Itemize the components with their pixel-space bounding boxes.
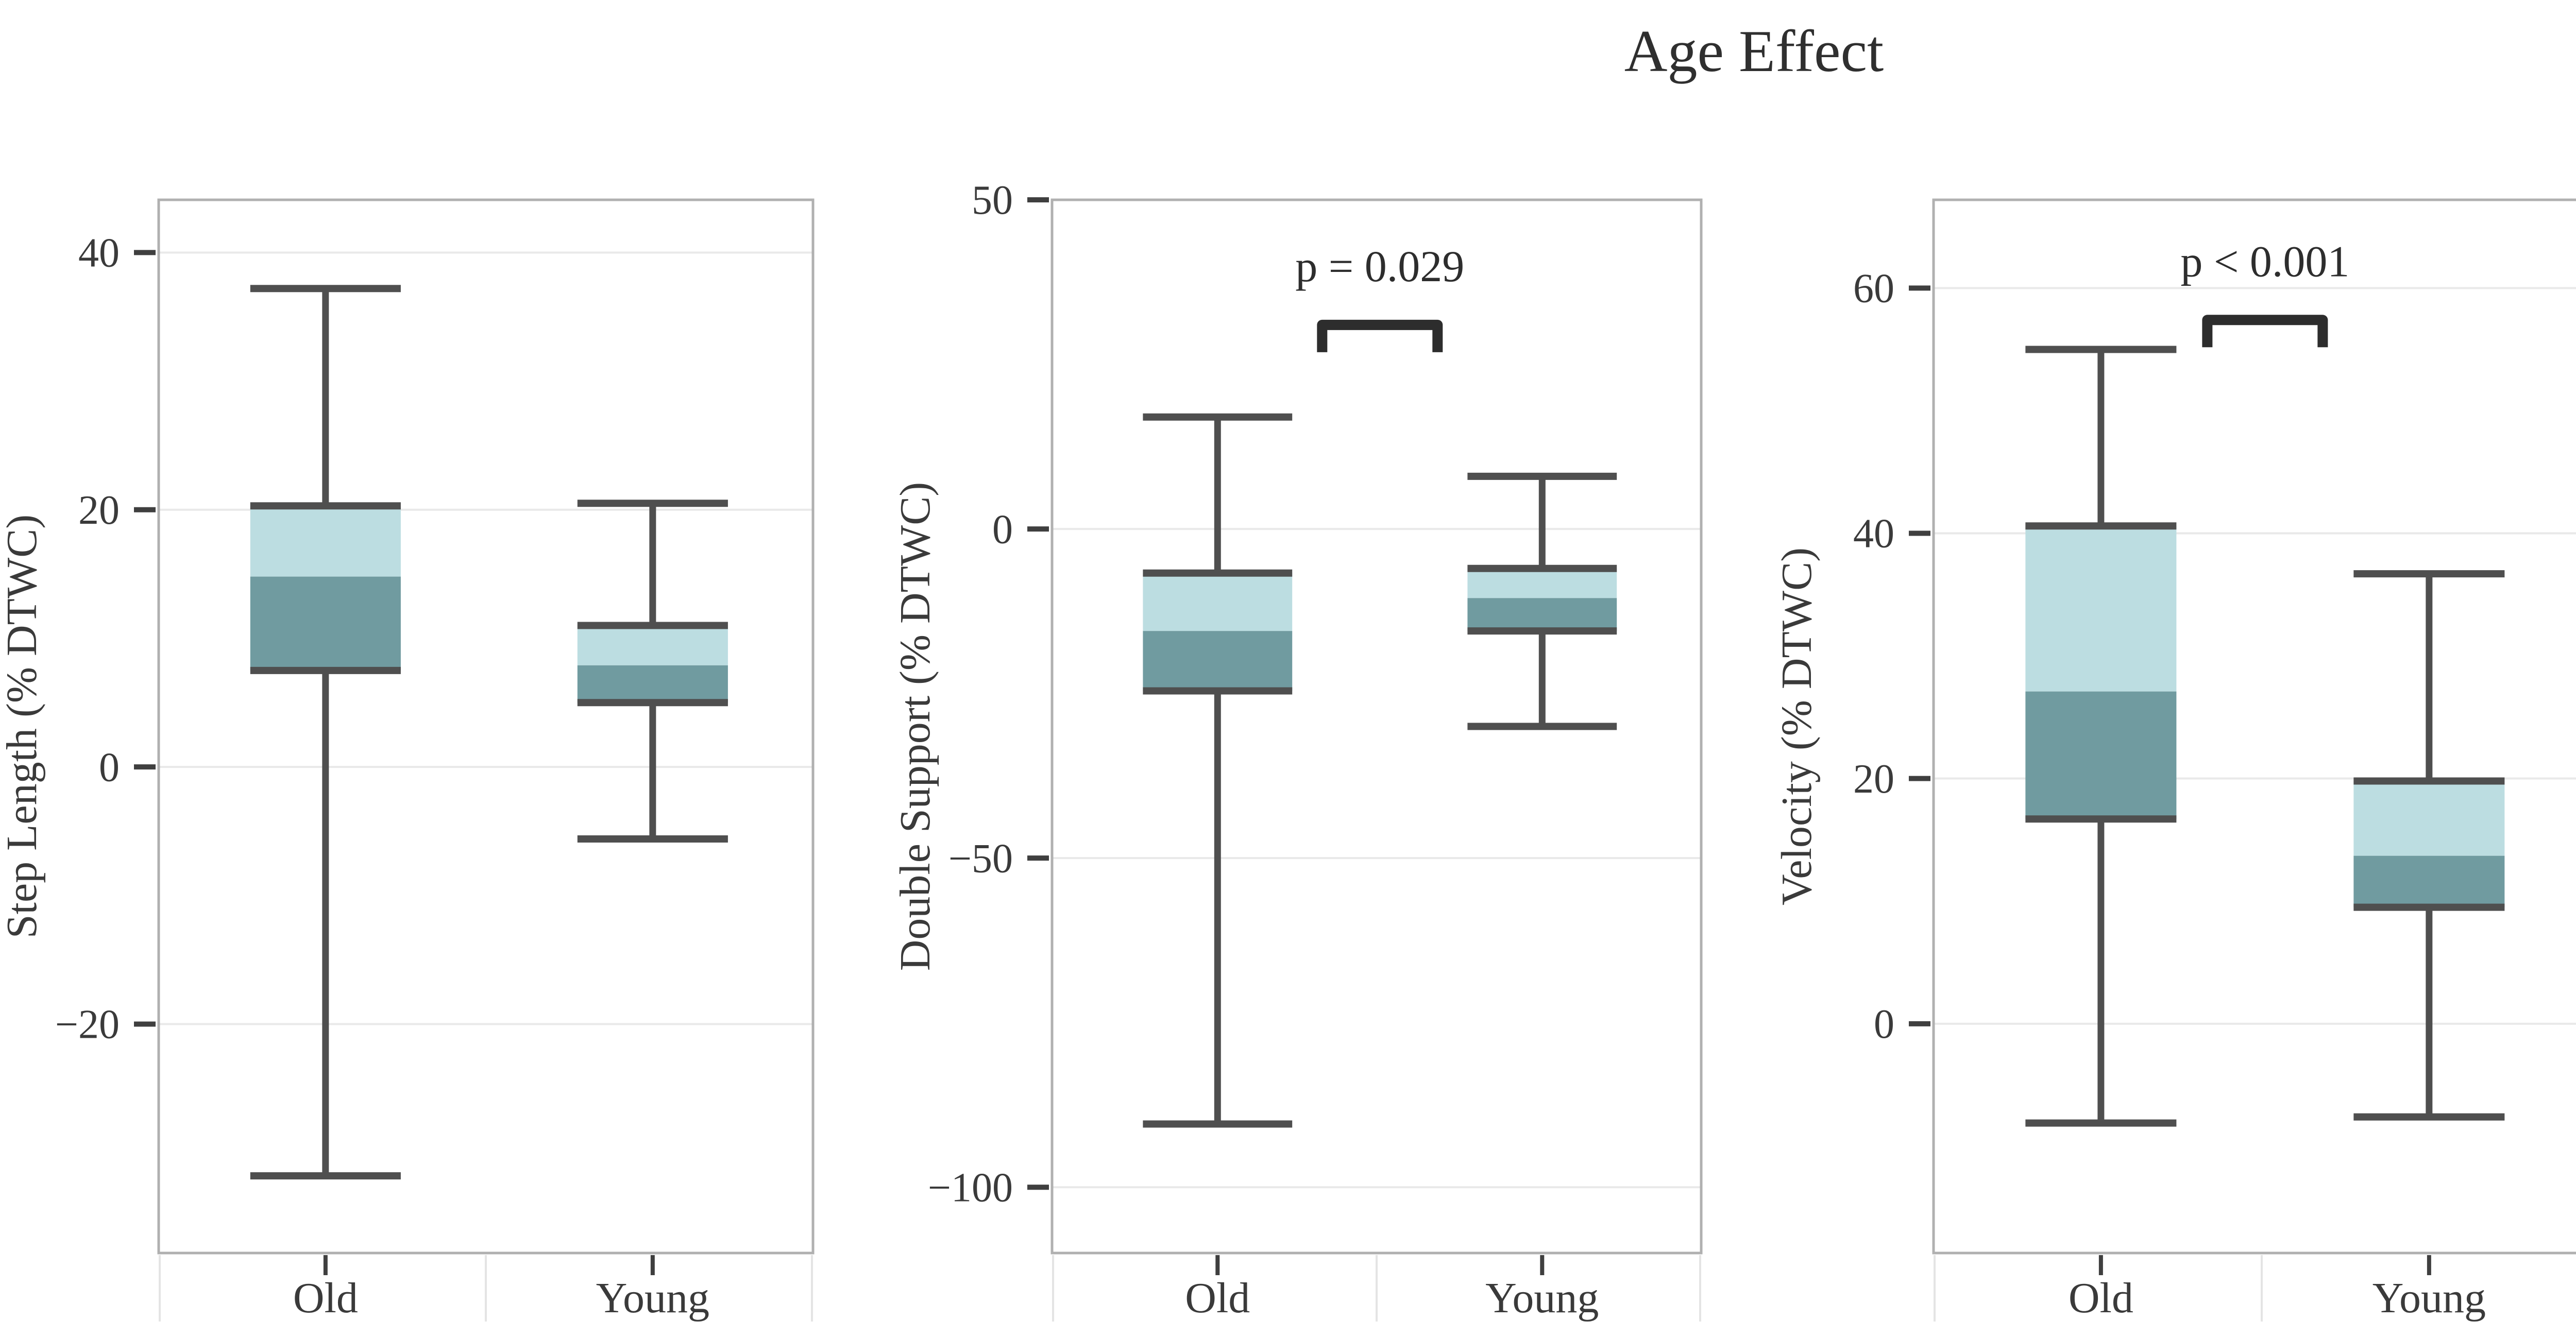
box-upper-half bbox=[1467, 568, 1617, 598]
y-tick-label: 20 bbox=[1853, 757, 1894, 802]
significance-bracket bbox=[2202, 315, 2328, 348]
y-axis-label: Velocity (% DTWC) bbox=[1773, 547, 1821, 905]
box-lower-half bbox=[577, 665, 728, 703]
box-group-young bbox=[2353, 570, 2505, 1121]
figure-title: Age Effect bbox=[1624, 19, 1884, 84]
significance-bracket bbox=[1317, 319, 1443, 352]
x-category-label: Young bbox=[1485, 1274, 1599, 1322]
box-upper-half bbox=[2025, 526, 2177, 692]
box-group-old bbox=[250, 285, 401, 1180]
panel-border bbox=[1932, 198, 2576, 1255]
y-tick-label: 0 bbox=[1874, 1002, 1894, 1047]
x-category-label: Young bbox=[2372, 1274, 2486, 1322]
box-group-old bbox=[1143, 413, 1293, 1128]
box-group-young bbox=[577, 500, 728, 843]
x-category-label: Old bbox=[2069, 1274, 2133, 1322]
p-value-label: p < 0.001 bbox=[2180, 236, 2349, 286]
x-category-label: Young bbox=[596, 1274, 709, 1322]
box-upper-half bbox=[577, 625, 728, 665]
y-axis-label: Step Length (% DTWC) bbox=[0, 514, 46, 938]
box-lower-half bbox=[1467, 598, 1617, 631]
box-upper-half bbox=[250, 506, 401, 577]
y-tick-label: −100 bbox=[928, 1165, 1013, 1210]
x-category-label: Old bbox=[1185, 1274, 1250, 1322]
box-upper-half bbox=[1143, 573, 1293, 631]
panel-border bbox=[157, 198, 815, 1255]
p-value-label: p = 0.029 bbox=[1295, 242, 1464, 291]
y-tick-label: −20 bbox=[55, 1002, 120, 1048]
y-tick-label: 60 bbox=[1853, 266, 1894, 312]
y-tick-label: 40 bbox=[1853, 511, 1894, 557]
box-lower-half bbox=[1143, 631, 1293, 691]
panel-double: 50 0 −50 −100 Double Support (% DTWC) Old Youn… bbox=[891, 178, 1703, 1322]
y-axis-label: Double Support (% DTWC) bbox=[891, 482, 939, 971]
panel-border bbox=[1050, 198, 1703, 1255]
y-tick-label: 40 bbox=[78, 231, 120, 276]
box-group-old bbox=[2025, 346, 2177, 1127]
panel-velocity: 60 40 20 0 Velocity (% DTWC) Old Young p < 0.00… bbox=[1773, 198, 2576, 1322]
box-lower-half bbox=[250, 576, 401, 671]
y-tick-label: 50 bbox=[972, 178, 1013, 223]
y-tick-label: 0 bbox=[992, 507, 1013, 552]
box-upper-half bbox=[2353, 781, 2505, 856]
box-lower-half bbox=[2025, 691, 2177, 819]
x-category-label: Old bbox=[293, 1274, 358, 1322]
y-tick-label: −50 bbox=[948, 836, 1013, 881]
panel-step: 40 20 0 −20 Step Length (% DTWC) Old Young bbox=[0, 198, 815, 1322]
y-tick-label: 0 bbox=[99, 745, 120, 790]
box-group-young bbox=[1467, 472, 1617, 730]
y-tick-label: 20 bbox=[78, 488, 120, 533]
box-lower-half bbox=[2353, 855, 2505, 907]
